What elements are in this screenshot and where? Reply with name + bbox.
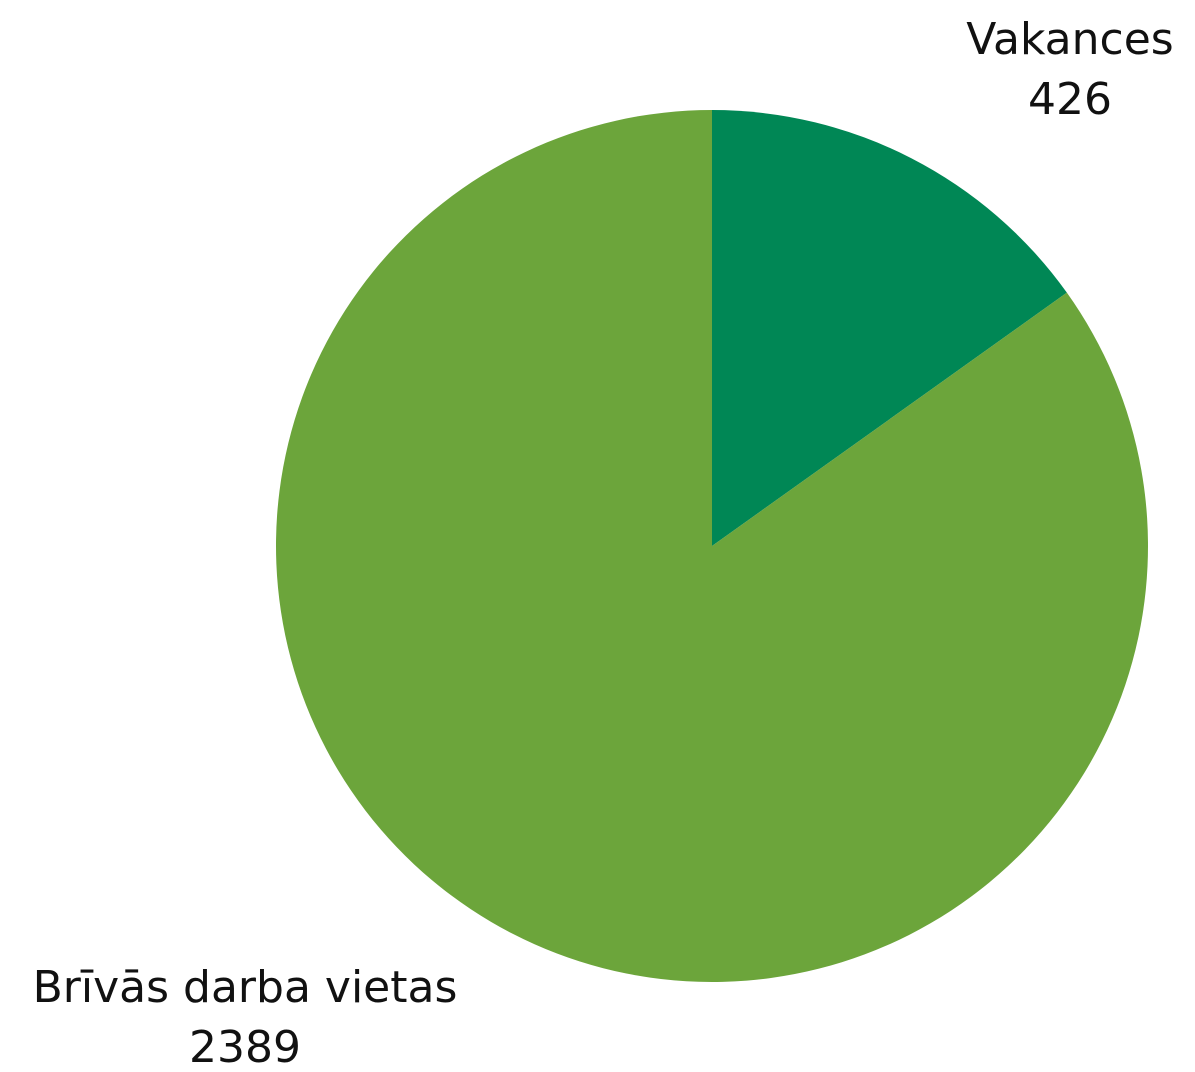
pie-slice [275, 110, 1148, 982]
slice-value: 2389 [189, 1022, 301, 1072]
slice-value: 426 [1028, 74, 1112, 125]
slice-label: Brīvās darba vietas [33, 962, 458, 1013]
pie-slice [712, 110, 1067, 546]
slice-label: Vakances [966, 14, 1173, 65]
